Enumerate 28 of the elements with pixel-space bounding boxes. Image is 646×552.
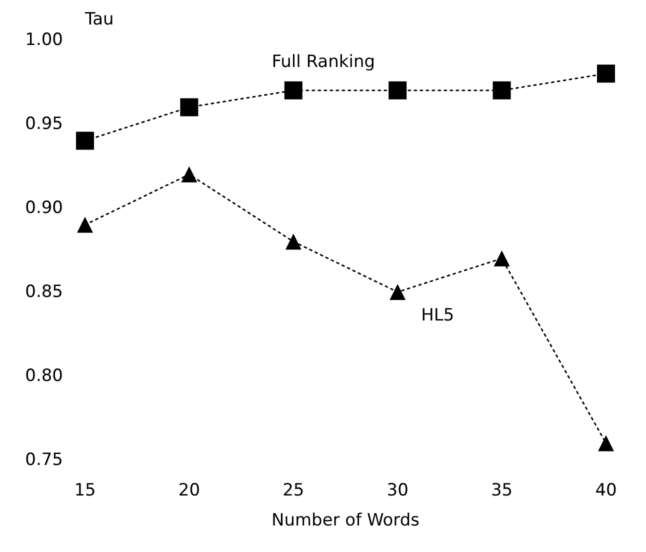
x-tick-label: 40: [595, 480, 617, 500]
x-tick-label: 15: [74, 480, 96, 500]
point: [285, 234, 302, 250]
point: [77, 216, 93, 233]
point: [180, 98, 198, 116]
y-tick-label: 0.90: [25, 198, 63, 218]
x-tick-label: 25: [282, 480, 304, 500]
x-tick-label: 35: [490, 480, 513, 500]
y-tick-label: 0.80: [25, 366, 63, 386]
point: [76, 132, 94, 150]
point: [388, 81, 407, 100]
x-tick-label: 20: [178, 480, 200, 500]
point: [598, 435, 614, 452]
point: [494, 250, 510, 266]
x-axis-title: Number of Words: [271, 510, 420, 530]
point: [492, 81, 511, 100]
series-label: HL5: [421, 306, 454, 326]
point: [597, 64, 615, 83]
point: [181, 166, 198, 182]
y-tick-label: 0.95: [25, 114, 63, 134]
x-tick-label: 30: [386, 480, 408, 500]
y-axis-title: Tau: [84, 10, 114, 30]
y-tick-label: 1.00: [25, 30, 63, 50]
point: [284, 81, 302, 100]
y-tick-label: 0.85: [25, 282, 63, 302]
point: [390, 284, 406, 300]
series-label: Full Ranking: [272, 52, 376, 72]
y-tick-label: 0.75: [25, 450, 63, 470]
